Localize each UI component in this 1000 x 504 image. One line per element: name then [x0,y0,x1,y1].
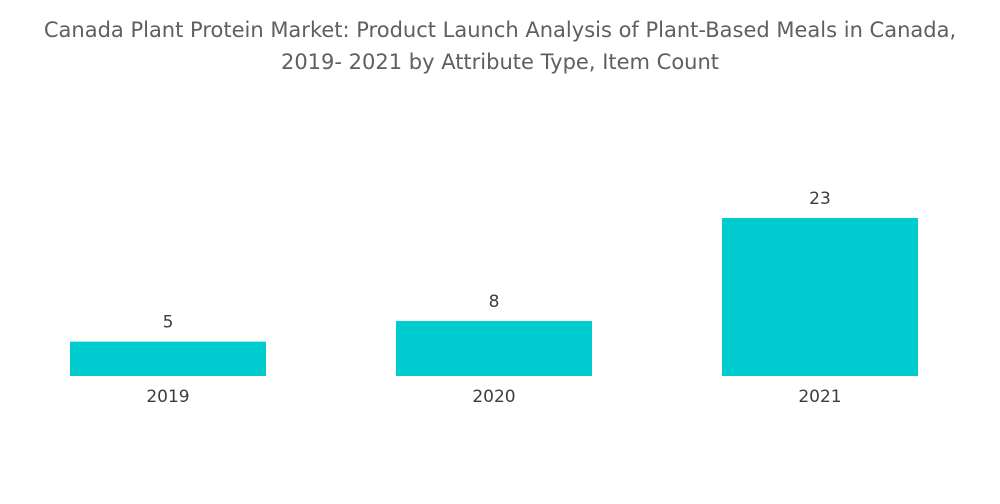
chart-title-line-2: 2019- 2021 by Attribute Type, Item Count [280,50,720,74]
x-tick-label-2020: 2020 [472,387,515,407]
x-tick-label-2019: 2019 [146,387,189,407]
chart-title-line-1: Canada Plant Protein Market: Product Lau… [43,18,957,42]
data-label-2021: 23 [809,189,831,209]
bar-2020 [396,321,592,376]
data-label-2020: 8 [489,292,500,312]
bar-2019 [70,341,266,376]
chart-title: Canada Plant Protein Market: Product Lau… [0,14,1000,78]
bar-2021 [722,217,918,376]
data-label-2019: 5 [163,313,174,333]
x-axis-ticks: 2019 2020 2021 [146,387,841,407]
bars-layer [70,217,918,376]
value-labels-layer: 5 8 23 [163,189,831,333]
x-tick-label-2021: 2021 [798,387,841,407]
